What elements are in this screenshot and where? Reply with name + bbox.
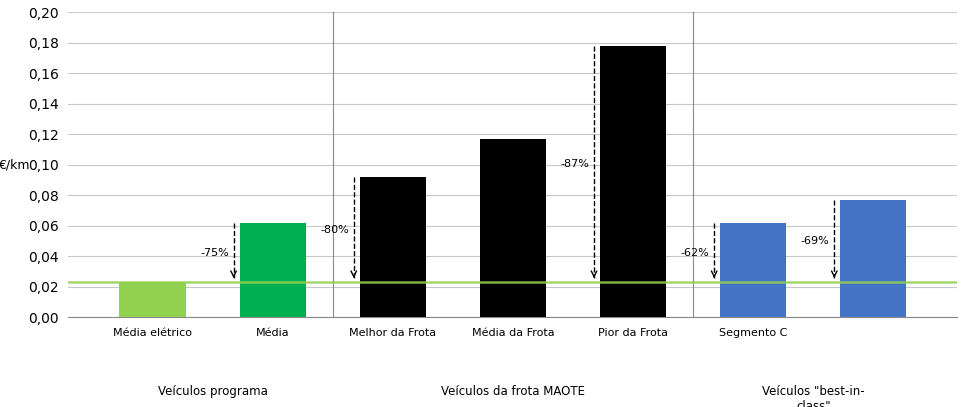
Bar xyxy=(480,139,546,317)
Bar xyxy=(119,282,186,317)
Bar xyxy=(239,223,306,317)
Y-axis label: €/km: €/km xyxy=(0,158,29,171)
Text: -62%: -62% xyxy=(681,247,709,258)
Bar xyxy=(360,177,426,317)
Text: Veículos "best-in-
class": Veículos "best-in- class" xyxy=(762,385,865,407)
Text: -75%: -75% xyxy=(200,247,229,258)
Text: -69%: -69% xyxy=(801,236,829,246)
Text: Veículos da frota MAOTE: Veículos da frota MAOTE xyxy=(441,385,585,398)
Text: -87%: -87% xyxy=(561,159,589,169)
Bar xyxy=(840,200,907,317)
Text: -80%: -80% xyxy=(320,225,349,235)
Bar xyxy=(720,223,786,317)
Bar xyxy=(600,46,666,317)
Text: Veículos programa: Veículos programa xyxy=(157,385,268,398)
